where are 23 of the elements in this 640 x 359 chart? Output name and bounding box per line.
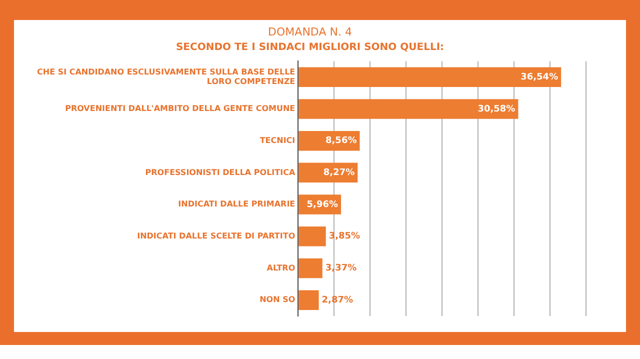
bar <box>298 226 326 246</box>
y-tick-label: TECNICI <box>260 136 296 145</box>
bar <box>298 290 319 310</box>
bar <box>298 258 322 278</box>
chart-subtitle: SECONDO TE I SINDACI MIGLIORI SONO QUELLI: <box>176 42 444 53</box>
chart-title: DOMANDA N. 4 <box>268 25 352 38</box>
y-tick-label: CHE SI CANDIDANO ESCLUSIVAMENTE SULLA BASE DELLE LORO COMPETENZE <box>36 67 296 86</box>
data-label: 5,96% <box>306 200 338 210</box>
data-label: 8,56% <box>326 136 357 146</box>
y-tick-label: PROVENIENTI DALL'AMBITO DELLA GENTE COMUNE <box>65 104 296 114</box>
y-tick-label: INDICATI DALLE PRIMARIE <box>178 200 296 209</box>
y-tick-label: PROFESSIONISTI DELLA POLITICA <box>145 168 296 177</box>
data-label: 3,85% <box>328 232 360 242</box>
data-label: 36,54% <box>520 72 558 82</box>
y-tick-label: ALTRO <box>266 263 296 272</box>
y-tick-label: INDICATI DALLE SCELTE DI PARTITO <box>137 231 296 240</box>
data-label: 8,27% <box>323 168 355 178</box>
data-label: 30,58% <box>478 104 516 114</box>
data-label: 2,87% <box>322 295 354 306</box>
y-tick-label: NON SO <box>260 295 296 304</box>
bar <box>298 67 562 87</box>
data-label: 3,37% <box>325 264 357 274</box>
bar <box>298 99 518 119</box>
